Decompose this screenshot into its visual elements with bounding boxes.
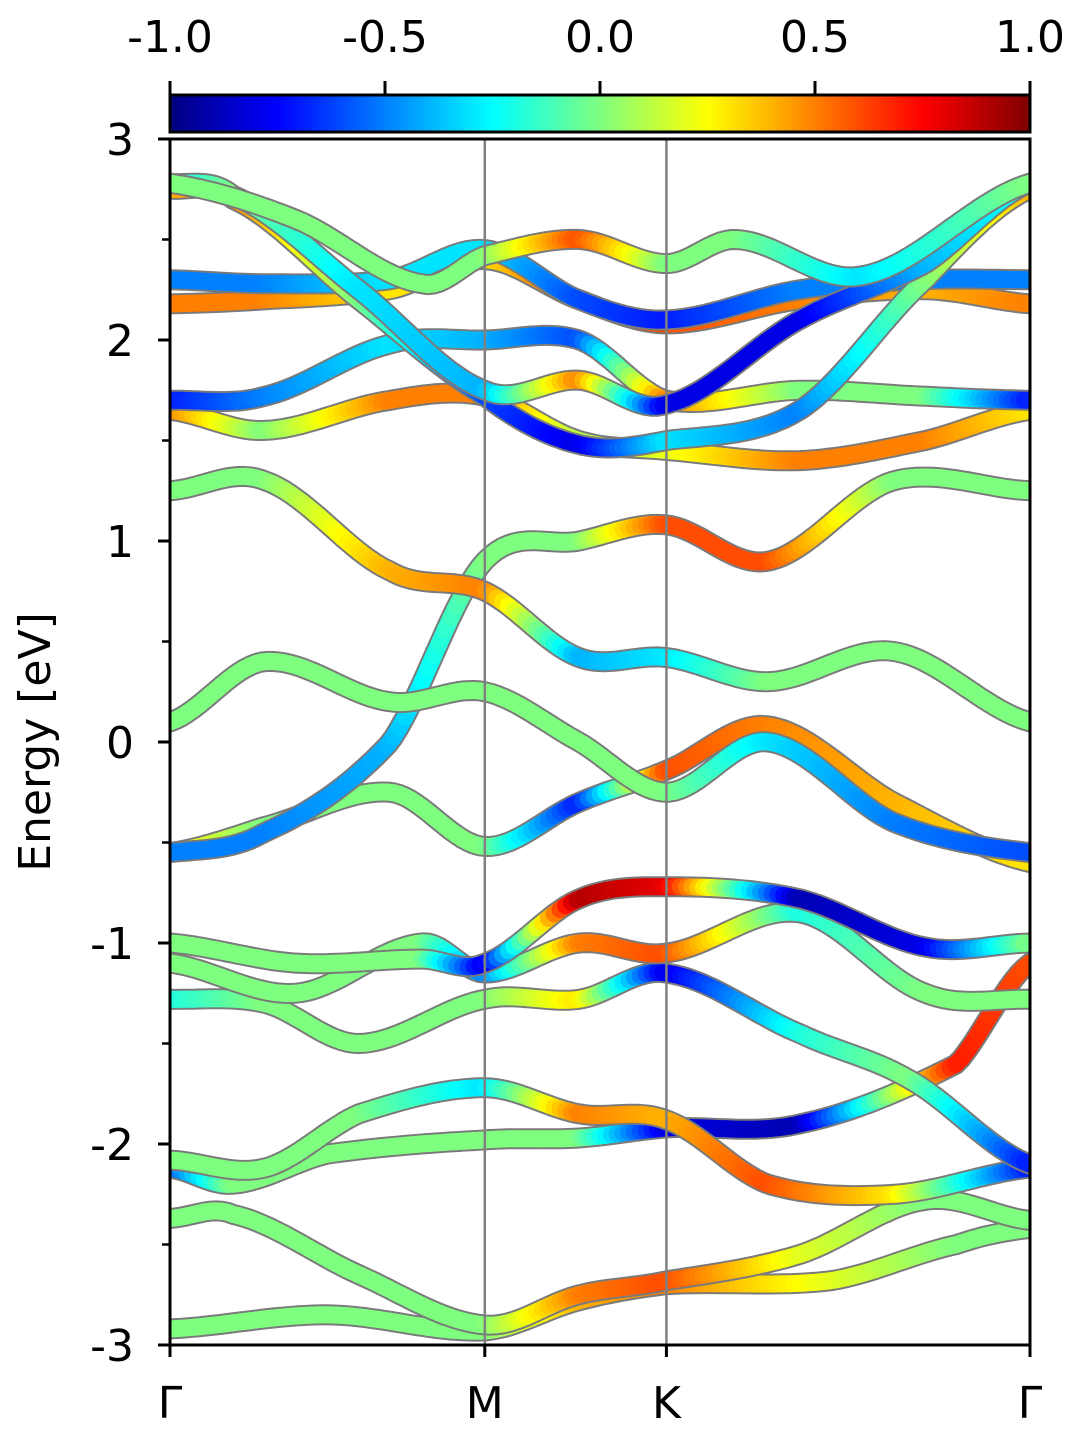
x-tick-label: Γ xyxy=(1018,1378,1043,1429)
x-tick-label: M xyxy=(466,1378,504,1429)
band-5 xyxy=(170,961,1030,1175)
colorbar-tick-label: 0.5 xyxy=(780,12,850,63)
y-axis-label: Energy [eV] xyxy=(10,612,61,872)
y-tick-label: -1 xyxy=(90,919,134,970)
colorbar: -1.0 -0.5 0.0 0.5 1.0 xyxy=(127,12,1065,134)
x-tick-label: Γ xyxy=(158,1378,183,1429)
x-tick-label: K xyxy=(652,1378,682,1429)
high-symmetry-lines xyxy=(483,139,668,1345)
band-outline xyxy=(170,465,1030,733)
band-4 xyxy=(170,1077,1030,1207)
y-tick-label: -2 xyxy=(90,1120,134,1171)
y-tick-label: -3 xyxy=(90,1321,134,1372)
y-axis-ticks: -3 -2 -1 0 1 2 3 xyxy=(90,115,170,1372)
colorbar-tick-label: -0.5 xyxy=(342,12,428,63)
colorbar-ticks: -1.0 -0.5 0.0 0.5 1.0 xyxy=(127,12,1065,95)
band-7 xyxy=(170,876,1030,978)
band-10 xyxy=(170,650,1030,864)
y-tick-label: 1 xyxy=(106,517,134,568)
y-tick-label: 3 xyxy=(106,115,134,166)
y-tick-label: 0 xyxy=(106,718,134,769)
colorbar-tick-label: 0.0 xyxy=(565,12,635,63)
band-2 xyxy=(170,1188,1030,1336)
colorbar-gradient xyxy=(168,93,1032,134)
colorbar-tick-label: -1.0 xyxy=(127,12,213,63)
plot-area: -3 -2 -1 0 1 2 3 Γ M K Γ xyxy=(90,115,1043,1429)
y-tick-label: 2 xyxy=(106,316,134,367)
colorbar-tick-label: 1.0 xyxy=(995,12,1065,63)
bands-layer xyxy=(170,172,1030,1342)
band-11 xyxy=(170,465,1030,733)
